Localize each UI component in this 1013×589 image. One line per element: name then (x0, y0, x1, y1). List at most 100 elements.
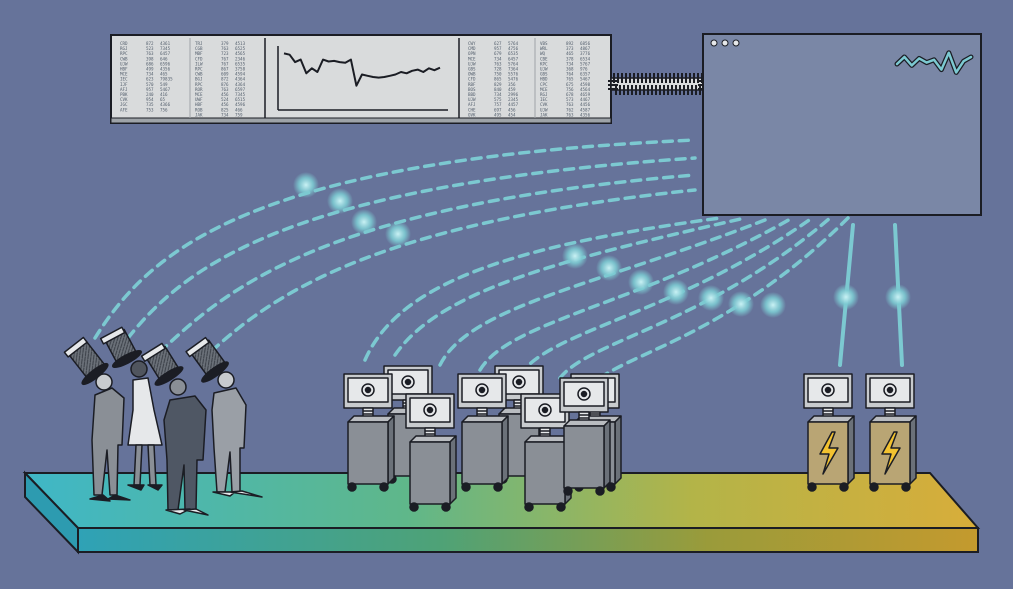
ticker-cell: 627 (494, 41, 502, 46)
ticker-cell: 759 (235, 112, 243, 117)
ticker-cell: 6856 (580, 41, 591, 46)
board-line-chart (277, 46, 448, 111)
ticker-cell: 6457 (160, 51, 171, 56)
lightning-bolt-icon (819, 431, 839, 475)
ticker-cell: UWF (195, 97, 203, 102)
ticker-cell: MBF (195, 51, 203, 56)
ticker-cell: 3776 (580, 51, 591, 56)
ticker-cell: KPC (540, 61, 548, 66)
ticker-cell: GBS (468, 67, 476, 72)
person-white-dress (99, 326, 163, 491)
ticker-cell: 65 (160, 97, 166, 102)
ticker-cell: 825 (221, 107, 229, 112)
ticker-cell: 763 (566, 112, 574, 117)
connector-cable (608, 73, 708, 95)
ticker-cell: 764 (566, 72, 574, 77)
ticker-cell: RBF (468, 82, 476, 87)
ticker-cell: BBD (468, 92, 476, 97)
ticker-cell: 5576 (508, 72, 519, 77)
ticker-cell: WRL (540, 46, 548, 51)
ticker-cell: 876 (221, 82, 229, 87)
ticker-cell: 750 (494, 72, 502, 77)
ticker-cell: 867 (221, 67, 229, 72)
ticker-cell: 840 (494, 87, 502, 92)
data-packets (293, 172, 911, 318)
ticker-cell: RPC (120, 51, 128, 56)
ticker-cell: 4356 (160, 67, 171, 72)
robot (343, 373, 395, 492)
ticker-cell: 4364 (235, 77, 246, 82)
ticker-cell: 763 (221, 46, 229, 51)
browser-window (702, 33, 982, 216)
ticker-cell: 734 (146, 72, 154, 77)
ticker-cell: CWB (120, 56, 128, 61)
ticker-cell: 495 (494, 112, 502, 117)
ticker-cell: 734 (494, 56, 502, 61)
ticker-cell: 829 (494, 82, 502, 87)
ticker-cell: WQ (540, 51, 546, 56)
ticker-cell: IJF (120, 82, 128, 87)
ticker-cell: ROR (195, 87, 203, 92)
ticker-cell: 499 (146, 67, 154, 72)
ticker-cell: UJW (468, 61, 476, 66)
ticker-cell: BOS (468, 87, 476, 92)
ticker-cell: CHE (468, 107, 476, 112)
ticker-cell: 6534 (580, 56, 591, 61)
ticker-cell: 5764 (508, 41, 519, 46)
ticker-cell: 4867 (580, 46, 591, 51)
ticker-cell: 763 (566, 102, 574, 107)
ticker-cell: 734 (566, 61, 574, 66)
ticker-cell: 957 (146, 87, 154, 92)
ticker-cell: 734 (494, 92, 502, 97)
robot (559, 377, 611, 496)
ticker-cell: 456 (221, 92, 229, 97)
ticker-cell: 456 (221, 102, 229, 107)
ticker-cell: 763 (494, 61, 502, 66)
ticker-cell: HBD (540, 77, 548, 82)
ticker-cell: MCE (540, 87, 548, 92)
ticker-cell: HBF (120, 67, 128, 72)
ticker-cell: 4364 (235, 82, 246, 87)
ticker-cell: 570 (146, 82, 154, 87)
window-dot (721, 39, 729, 47)
ticker-cell: 4565 (235, 51, 246, 56)
ticker-cell: CRD (120, 41, 128, 46)
ticker-cell: 4564 (580, 87, 591, 92)
ticker-cell: 734 (221, 112, 229, 117)
ticker-cell: 957 (494, 46, 502, 51)
robot (405, 393, 457, 512)
ticker-cell: 865 (494, 77, 502, 82)
ticker-cell: 379 (221, 41, 229, 46)
ticker-cell: 6457 (508, 56, 519, 61)
ticker-cell: 872 (146, 41, 154, 46)
ticker-cell: 459 (508, 87, 516, 92)
ticker-cell: 697 (494, 107, 502, 112)
ticker-cell: 456 (508, 107, 516, 112)
ticker-cell: 976 (580, 67, 588, 72)
ticker-cell: CWY (468, 41, 476, 46)
ticker-cell: CVK (120, 97, 128, 102)
ticker-cell: MCE (120, 72, 128, 77)
ticker-cell: MCE (195, 92, 203, 97)
ticker-cell: 416 (160, 92, 168, 97)
ticker-cell: IEC (120, 77, 128, 82)
person-light-suit (185, 336, 263, 498)
ticker-cell: CMD (468, 46, 476, 51)
ticker-cell: JAK (540, 112, 548, 117)
ticker-cell: 378 (566, 56, 574, 61)
ticker-cell: 4598 (580, 82, 591, 87)
ticker-cell: 524 (221, 97, 229, 102)
ticker-cell: 4756 (508, 46, 519, 51)
ticker-cell: MCE (468, 56, 476, 61)
ticker-cell: 5476 (508, 77, 519, 82)
ticker-cell: 762 (566, 107, 574, 112)
ticker-cell: 757 (494, 102, 502, 107)
ticker-cell: 3758 (235, 67, 246, 72)
ticker-cell: CVK (540, 102, 548, 107)
ticker-cell: OVK (468, 112, 476, 117)
ticker-cell: 4457 (508, 102, 519, 107)
ticker-cell: 675 (566, 82, 574, 87)
ticker-cell: 2996 (508, 92, 519, 97)
ticker-cell: 756 (160, 107, 168, 112)
